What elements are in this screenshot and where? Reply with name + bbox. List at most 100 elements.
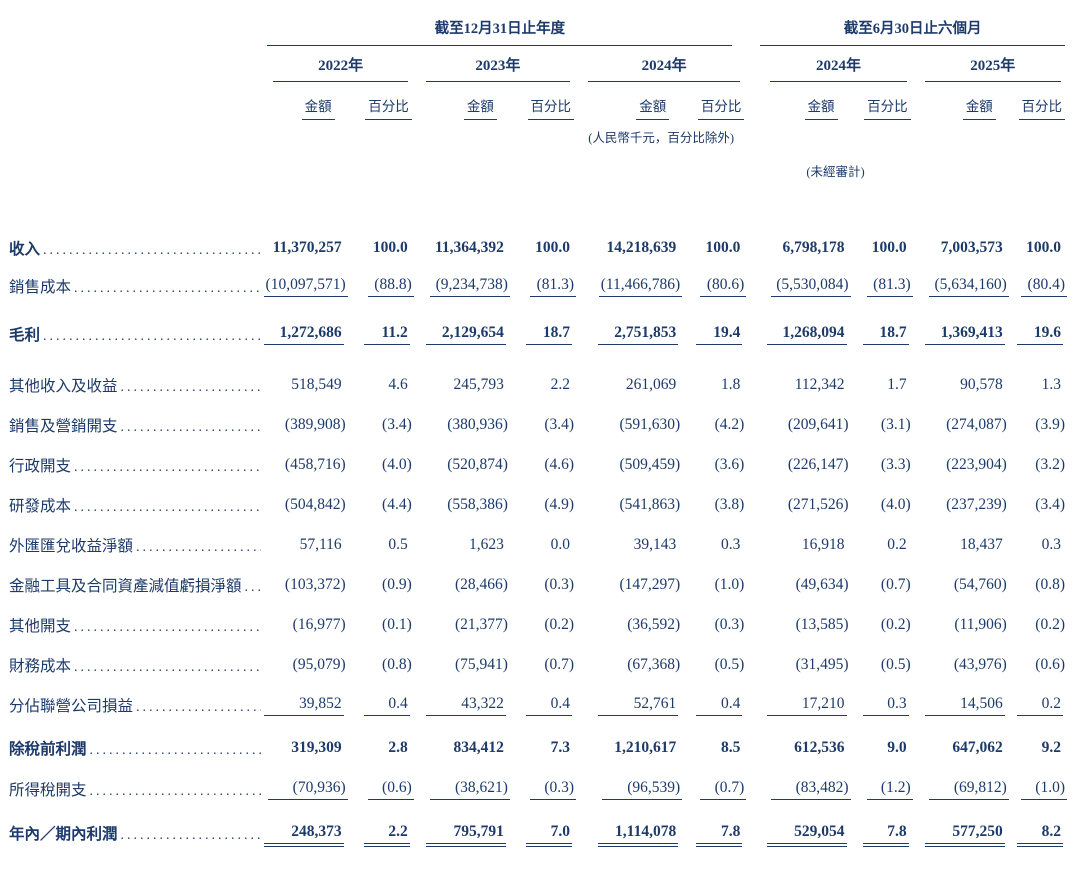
percent-cell: (3.1) <box>851 405 913 445</box>
dot-leader <box>40 327 261 345</box>
percent-cell: (80.4) <box>1009 268 1067 306</box>
column-spacer <box>746 485 758 525</box>
amount-cell: 18,437 <box>913 525 1009 565</box>
percent-cell: (3.2) <box>1009 445 1067 485</box>
cell-value: (0.2) <box>1035 616 1065 633</box>
percent-cell: (3.4) <box>348 405 414 445</box>
row-label-cell: 銷售成本 <box>9 268 261 306</box>
cell-value: 1,114,078 <box>598 823 679 847</box>
cell-value: (21,377) <box>454 616 508 633</box>
year-header-2024-interim: 2024年 <box>758 46 912 82</box>
year-header-row: 2022年 2023年 2024年 2024年 2025年 <box>9 46 1067 82</box>
cell-value: (31,495) <box>795 656 849 673</box>
subheader-amount: 金額 <box>414 82 510 120</box>
amount-cell: 647,062 <box>913 725 1009 768</box>
cell-value: (0.1) <box>382 616 412 633</box>
percent-cell: 8.5 <box>682 725 746 768</box>
subheader-percent: 百分比 <box>851 82 913 120</box>
row-label: 財務成本 <box>9 658 72 675</box>
percent-cell: 0.4 <box>510 685 576 725</box>
cell-value: (3.1) <box>880 416 911 433</box>
percent-cell: (0.1) <box>348 605 414 645</box>
amount-cell: (95,079) <box>261 645 347 685</box>
cell-value: (1.2) <box>866 779 913 800</box>
table-row: 收入 11,370,257 100.0 11,364,392 100.0 14,218,6… <box>9 230 1067 268</box>
percent-cell: 0.2 <box>851 525 913 565</box>
cell-value: 18,437 <box>960 536 1003 553</box>
percent-cell: 0.3 <box>1009 525 1067 565</box>
cell-value: (5,634,160) <box>928 276 1009 297</box>
amount-cell: 2,751,853 <box>576 306 682 354</box>
column-spacer <box>746 306 758 354</box>
period-label-interim: 截至6月30日止六個月 <box>760 17 1065 46</box>
cell-value: (0.3) <box>714 616 745 633</box>
cell-value: 1,268,094 <box>766 324 847 345</box>
amount-cell: (237,239) <box>913 485 1009 525</box>
amount-cell: (558,386) <box>414 485 510 525</box>
dot-leader <box>71 458 261 476</box>
cell-value: 795,791 <box>425 823 506 847</box>
row-label: 銷售成本 <box>9 279 72 296</box>
percent-cell: (81.3) <box>510 268 577 306</box>
cell-value: (3.9) <box>1035 416 1065 433</box>
amount-cell: 1,268,094 <box>758 306 850 354</box>
percent-cell: (0.3) <box>682 605 746 645</box>
row-label-cell: 行政開支 <box>9 445 261 485</box>
cell-value: (274,087) <box>946 416 1007 433</box>
cell-value: (3.4) <box>544 416 575 433</box>
amount-cell: 248,373 <box>261 809 347 853</box>
dot-leader <box>133 538 261 556</box>
row-label-cell: 金融工具及合同資產減值虧損淨額 <box>9 565 261 605</box>
percent-cell: (0.5) <box>682 645 746 685</box>
column-spacer <box>746 46 758 82</box>
percent-cell: 0.4 <box>682 685 746 725</box>
amount-cell: (520,874) <box>414 445 510 485</box>
amount-cell: (10,097,571) <box>261 268 348 306</box>
cell-value: (4.4) <box>382 496 412 513</box>
cell-value: (147,297) <box>619 576 681 593</box>
row-label: 其他開支 <box>9 618 72 635</box>
amount-cell: (70,936) <box>261 768 348 809</box>
table-row: 其他開支 (16,977) (0.1) (21,377) (0.2) (36,592) (0… <box>9 605 1067 645</box>
amount-cell: 2,129,654 <box>414 306 510 354</box>
percent-cell: (4.2) <box>682 405 746 445</box>
percent-cell: 0.2 <box>1009 685 1067 725</box>
amount-cell: (103,372) <box>261 565 347 605</box>
dot-leader <box>118 378 262 396</box>
amount-cell: 795,791 <box>414 809 510 853</box>
cell-value: (28,466) <box>454 576 508 593</box>
row-label-cell: 分佔聯營公司損益 <box>9 685 261 725</box>
cell-value: 14,506 <box>924 695 1005 716</box>
percent-cell: 1.7 <box>851 354 913 405</box>
amount-cell: 1,623 <box>414 525 510 565</box>
cell-value: 9.2 <box>1041 739 1061 756</box>
amount-cell: (13,585) <box>758 605 850 645</box>
row-label-cell: 所得稅開支 <box>9 768 261 809</box>
amount-cell: (591,630) <box>576 405 682 445</box>
cell-value: 1,369,413 <box>924 324 1005 345</box>
row-label: 其他收入及收益 <box>9 378 118 395</box>
cell-value: (49,634) <box>795 576 849 593</box>
cell-value: 39,143 <box>633 536 677 553</box>
amount-cell: (43,976) <box>913 645 1009 685</box>
amount-cell: (389,908) <box>261 405 347 445</box>
table-body: 收入 11,370,257 100.0 11,364,392 100.0 14,218,6… <box>9 230 1067 853</box>
amount-cell: 577,250 <box>913 809 1009 853</box>
row-label: 所得稅開支 <box>9 782 87 799</box>
column-spacer <box>746 768 758 809</box>
amount-cell: 7,003,573 <box>913 230 1009 268</box>
percent-cell: (0.7) <box>682 768 747 809</box>
percent-cell: 2.2 <box>510 354 576 405</box>
cell-value: 0.3 <box>862 695 909 716</box>
unaudited-note: (未經審計) <box>806 165 865 179</box>
dot-leader <box>87 741 262 759</box>
cell-value: 577,250 <box>924 823 1005 847</box>
percent-cell: 2.2 <box>348 809 414 853</box>
amount-cell: 612,536 <box>758 725 850 768</box>
amount-cell: (38,621) <box>414 768 510 809</box>
cell-value: (69,812) <box>928 779 1009 800</box>
cell-value: 2,129,654 <box>425 324 506 345</box>
cell-value: (0.7) <box>544 656 575 673</box>
cell-value: (43,976) <box>953 656 1007 673</box>
cell-value: (223,904) <box>946 456 1007 473</box>
